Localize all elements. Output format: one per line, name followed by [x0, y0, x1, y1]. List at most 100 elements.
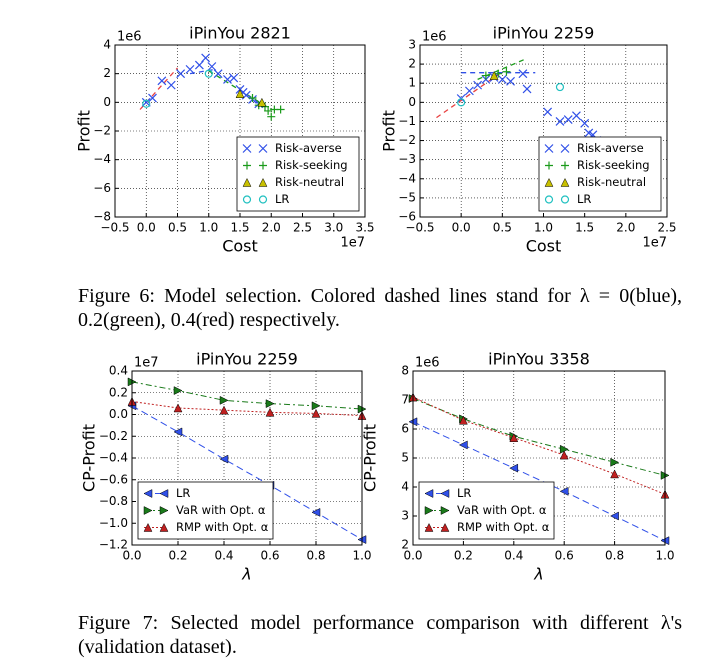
marker: [219, 454, 229, 464]
legend-marker: [259, 161, 267, 170]
marker: [276, 105, 285, 114]
x-tick-label: 3.5: [355, 221, 374, 235]
y-tick-label: −2: [398, 133, 416, 147]
x-tick-label: 0.0: [137, 221, 156, 235]
legend-marker: [560, 177, 570, 187]
marker: [457, 98, 466, 107]
y-tick-label: 2: [401, 538, 409, 552]
x-tick-label: 2.0: [262, 221, 281, 235]
marker: [555, 117, 565, 126]
legend-label: LR: [176, 486, 190, 500]
legend-label: LR: [275, 192, 289, 206]
marker: [173, 403, 183, 413]
y-tick-label: −2: [93, 124, 111, 138]
legend-marker: [544, 177, 554, 187]
y-tick-label: −1.2: [99, 538, 128, 552]
legend-marker: [242, 144, 252, 153]
x-axis-label: λ: [533, 565, 543, 584]
marker: [522, 84, 532, 94]
legend-label: Risk-neutral: [275, 175, 344, 189]
y-tick-label: 4: [103, 38, 111, 52]
marker: [473, 80, 483, 90]
legend-label: LR: [457, 486, 471, 500]
marker: [497, 74, 507, 84]
legend-marker: [242, 177, 252, 187]
legend-label: Risk-seeking: [275, 158, 348, 172]
legend-label: Risk-averse: [275, 141, 342, 155]
x-tick-label: 0.4: [214, 549, 233, 563]
y-axis-label: Profit: [380, 110, 399, 152]
marker: [563, 115, 573, 124]
caption: Figure 6: Model selection. Colored dashe…: [78, 285, 682, 331]
marker: [166, 80, 176, 90]
legend-marker: [561, 161, 569, 170]
y-tick-label: 1: [408, 76, 416, 90]
marker: [267, 112, 276, 121]
marker: [311, 408, 321, 418]
plot-frame: [419, 44, 668, 218]
marker: [610, 511, 619, 521]
legend-label: VaR with Opt. α: [176, 503, 266, 517]
y-tick-label: 3: [408, 38, 416, 52]
marker: [559, 450, 569, 460]
marker: [518, 69, 528, 79]
x-axis-label: Cost: [526, 237, 562, 256]
y-tick-label: 0: [103, 95, 111, 109]
marker: [543, 107, 553, 117]
y-tick-label: 0.0: [109, 407, 128, 421]
y-offset-label: 1e6: [117, 30, 142, 45]
marker: [509, 463, 519, 473]
legend-label: Risk-neutral: [577, 175, 646, 189]
legend-label: RMP with Opt. α: [176, 520, 269, 534]
marker: [580, 118, 590, 128]
chart-title: iPinYou 3358: [488, 350, 590, 369]
y-tick-label: 5: [401, 451, 409, 465]
legend-marker: [544, 195, 554, 204]
x-offset-label: 1e7: [340, 236, 365, 251]
plot-frame: [412, 370, 666, 546]
y-tick-label: 0.2: [109, 385, 128, 399]
legend-marker: [258, 195, 268, 204]
y-tick-label: −6: [398, 210, 416, 224]
y-axis-label: Profit: [75, 110, 94, 152]
marker: [502, 67, 511, 76]
y-tick-label: 4: [401, 480, 409, 494]
marker: [257, 97, 267, 107]
legend-marker: [159, 489, 169, 498]
series-line: [412, 396, 666, 495]
x-tick-label: 0.0: [452, 221, 471, 235]
marker: [458, 415, 468, 425]
marker: [610, 469, 620, 479]
x-axis-label: λ: [241, 565, 251, 584]
x-tick-label: 1.0: [534, 221, 553, 235]
y-axis-label: CP-Profit: [361, 424, 380, 492]
legend-label: Risk-seeking: [577, 158, 650, 172]
y-offset-label: 1e6: [422, 30, 447, 45]
x-tick-label: −0.5: [405, 221, 434, 235]
marker: [173, 386, 183, 395]
legend-marker: [440, 506, 450, 515]
x-tick-label: 1.0: [199, 221, 218, 235]
marker: [148, 93, 157, 103]
chart-title: iPinYou 2259: [196, 350, 298, 369]
y-offset-label: 1e7: [134, 356, 159, 371]
x-tick-label: 0.4: [504, 549, 523, 563]
legend-marker: [258, 144, 268, 153]
series-line: [131, 400, 363, 417]
marker: [610, 457, 620, 467]
marker: [157, 76, 167, 86]
series-line: [412, 398, 666, 476]
marker: [264, 106, 273, 115]
marker: [141, 97, 151, 107]
series-line: [131, 381, 363, 410]
x-tick-label: 2.5: [293, 221, 312, 235]
y-tick-label: −0.2: [99, 429, 128, 443]
marker: [265, 407, 275, 417]
legend-marker: [545, 161, 553, 170]
x-tick-label: 3.0: [324, 221, 343, 235]
y-tick-label: −1: [398, 114, 416, 128]
legend-marker: [424, 489, 434, 498]
x-tick-label: 1.0: [352, 549, 371, 563]
